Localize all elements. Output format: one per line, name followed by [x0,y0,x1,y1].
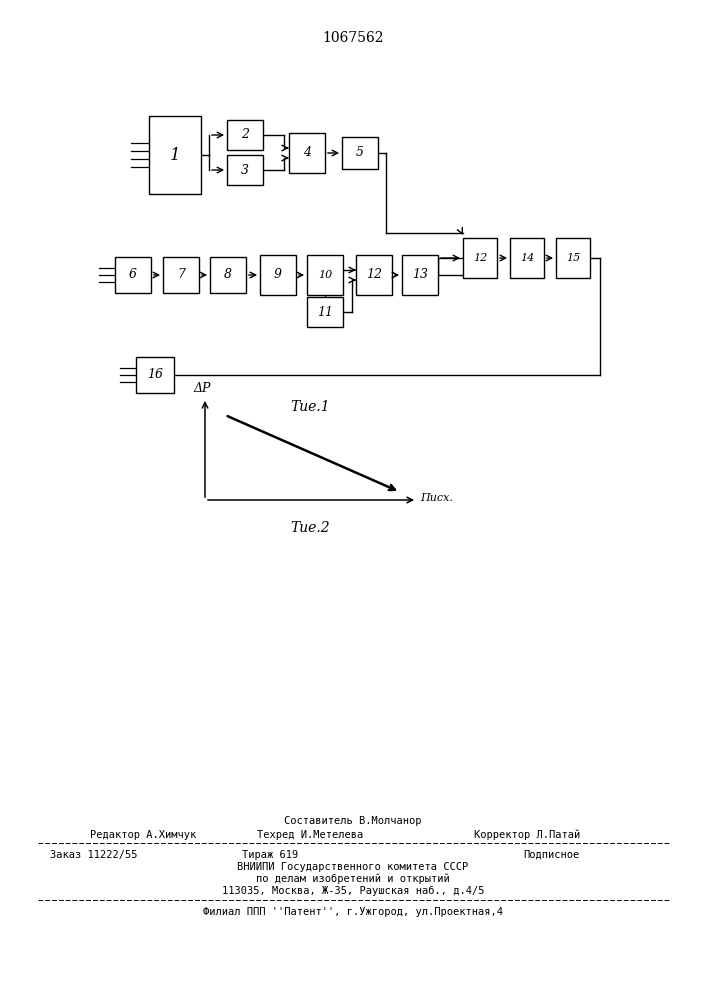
Text: Редактор А.Химчук: Редактор А.Химчук [90,830,197,840]
Text: 2: 2 [241,128,249,141]
Bar [510,238,544,278]
Bar [136,357,174,393]
Bar [556,238,590,278]
Text: 15: 15 [566,253,580,263]
Text: Подписное: Подписное [524,850,580,860]
Text: 113035, Москва, Ж-35, Раушская наб., д.4/5: 113035, Москва, Ж-35, Раушская наб., д.4… [222,886,484,896]
Text: 9: 9 [274,268,282,282]
Text: 1: 1 [170,146,180,163]
Text: Тираж 619: Тираж 619 [242,850,298,860]
Text: Τие.2: Τие.2 [290,521,329,535]
Text: Заказ 11222/55: Заказ 11222/55 [50,850,137,860]
Text: 8: 8 [224,268,232,282]
Bar [227,120,263,150]
Bar [289,133,325,173]
Bar [402,255,438,295]
Text: Филиал ППП ''Патент'', г.Ужгород, ул.Проектная,4: Филиал ППП ''Патент'', г.Ужгород, ул.Про… [203,907,503,917]
Text: Техред И.Метелева: Техред И.Метелева [257,830,363,840]
Text: 7: 7 [177,268,185,282]
Bar [342,137,378,169]
Text: 12: 12 [473,253,487,263]
Text: 13: 13 [412,268,428,282]
Text: 16: 16 [147,368,163,381]
Bar [227,155,263,185]
Bar [115,257,151,293]
Text: 6: 6 [129,268,137,282]
Text: 4: 4 [303,146,311,159]
Bar [149,116,201,194]
Bar [356,255,392,295]
Text: 11: 11 [317,306,333,318]
Bar [307,255,343,295]
Text: по делам изобретений и открытий: по делам изобретений и открытий [256,874,450,884]
Text: Составитель В.Молчанор: Составитель В.Молчанор [284,816,422,826]
Text: 1067562: 1067562 [322,31,384,45]
Bar [163,257,199,293]
Text: Корректор Л.Патай: Корректор Л.Патай [474,830,580,840]
Bar [260,255,296,295]
Bar [307,297,343,327]
Text: 12: 12 [366,268,382,282]
Text: ВНИИПИ Государственного комитета СССР: ВНИИПИ Государственного комитета СССР [238,862,469,872]
Text: 5: 5 [356,146,364,159]
Text: Πисх.: Πисх. [420,493,453,503]
Text: 3: 3 [241,163,249,176]
Text: 14: 14 [520,253,534,263]
Text: 10: 10 [318,270,332,280]
Text: Τие.1: Τие.1 [290,400,329,414]
Bar [210,257,246,293]
Bar [463,238,497,278]
Text: ΔР: ΔР [193,382,211,395]
